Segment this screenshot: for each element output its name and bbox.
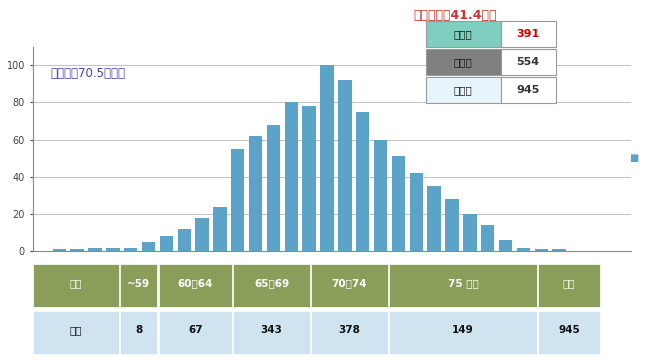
Text: 就労中: 就労中 xyxy=(454,29,473,39)
Bar xyxy=(499,240,512,251)
Bar xyxy=(481,225,495,251)
Bar xyxy=(320,65,333,251)
Text: 945: 945 xyxy=(517,85,540,95)
Bar xyxy=(463,214,476,251)
Text: 合計: 合計 xyxy=(563,279,575,289)
Text: 70～74: 70～74 xyxy=(332,279,367,289)
Text: 合　計: 合 計 xyxy=(454,85,473,95)
Bar xyxy=(517,248,530,251)
Bar xyxy=(428,186,441,251)
Text: ■: ■ xyxy=(629,153,638,163)
Bar xyxy=(266,125,280,251)
Text: 待機中: 待機中 xyxy=(454,57,473,67)
Bar xyxy=(213,207,227,251)
Bar xyxy=(70,250,84,251)
Text: 65～69: 65～69 xyxy=(254,279,289,289)
Bar xyxy=(53,250,66,251)
Text: ＜就労率　41.4％＞: ＜就労率 41.4％＞ xyxy=(413,9,497,22)
Text: 人数: 人数 xyxy=(70,325,82,335)
Text: 67: 67 xyxy=(188,325,203,335)
Bar xyxy=(552,250,566,251)
Bar xyxy=(302,106,316,251)
Text: 378: 378 xyxy=(339,325,360,335)
Bar xyxy=(196,218,209,251)
Bar xyxy=(160,237,173,251)
Bar xyxy=(142,242,155,251)
Bar xyxy=(374,140,387,251)
Text: 554: 554 xyxy=(517,57,540,67)
Bar xyxy=(392,157,405,251)
Bar xyxy=(177,229,191,251)
Text: 60～64: 60～64 xyxy=(177,279,213,289)
Bar xyxy=(285,102,298,251)
Text: 75 以上: 75 以上 xyxy=(448,279,478,289)
Bar xyxy=(231,149,244,251)
Bar xyxy=(88,248,101,251)
Bar xyxy=(249,136,263,251)
Bar xyxy=(124,248,137,251)
Bar xyxy=(445,199,459,251)
Text: 149: 149 xyxy=(452,325,474,335)
Bar xyxy=(534,250,548,251)
Bar xyxy=(410,173,423,251)
Text: 年齢: 年齢 xyxy=(70,279,82,289)
Bar xyxy=(356,112,369,251)
Text: 343: 343 xyxy=(261,325,283,335)
Bar xyxy=(106,248,120,251)
Text: ＜平均：70.5　才＞: ＜平均：70.5 才＞ xyxy=(51,67,125,80)
Text: 945: 945 xyxy=(558,325,580,335)
Text: 8: 8 xyxy=(135,325,142,335)
Text: ~59: ~59 xyxy=(127,279,150,289)
Text: 391: 391 xyxy=(517,29,540,39)
Bar xyxy=(338,80,352,251)
